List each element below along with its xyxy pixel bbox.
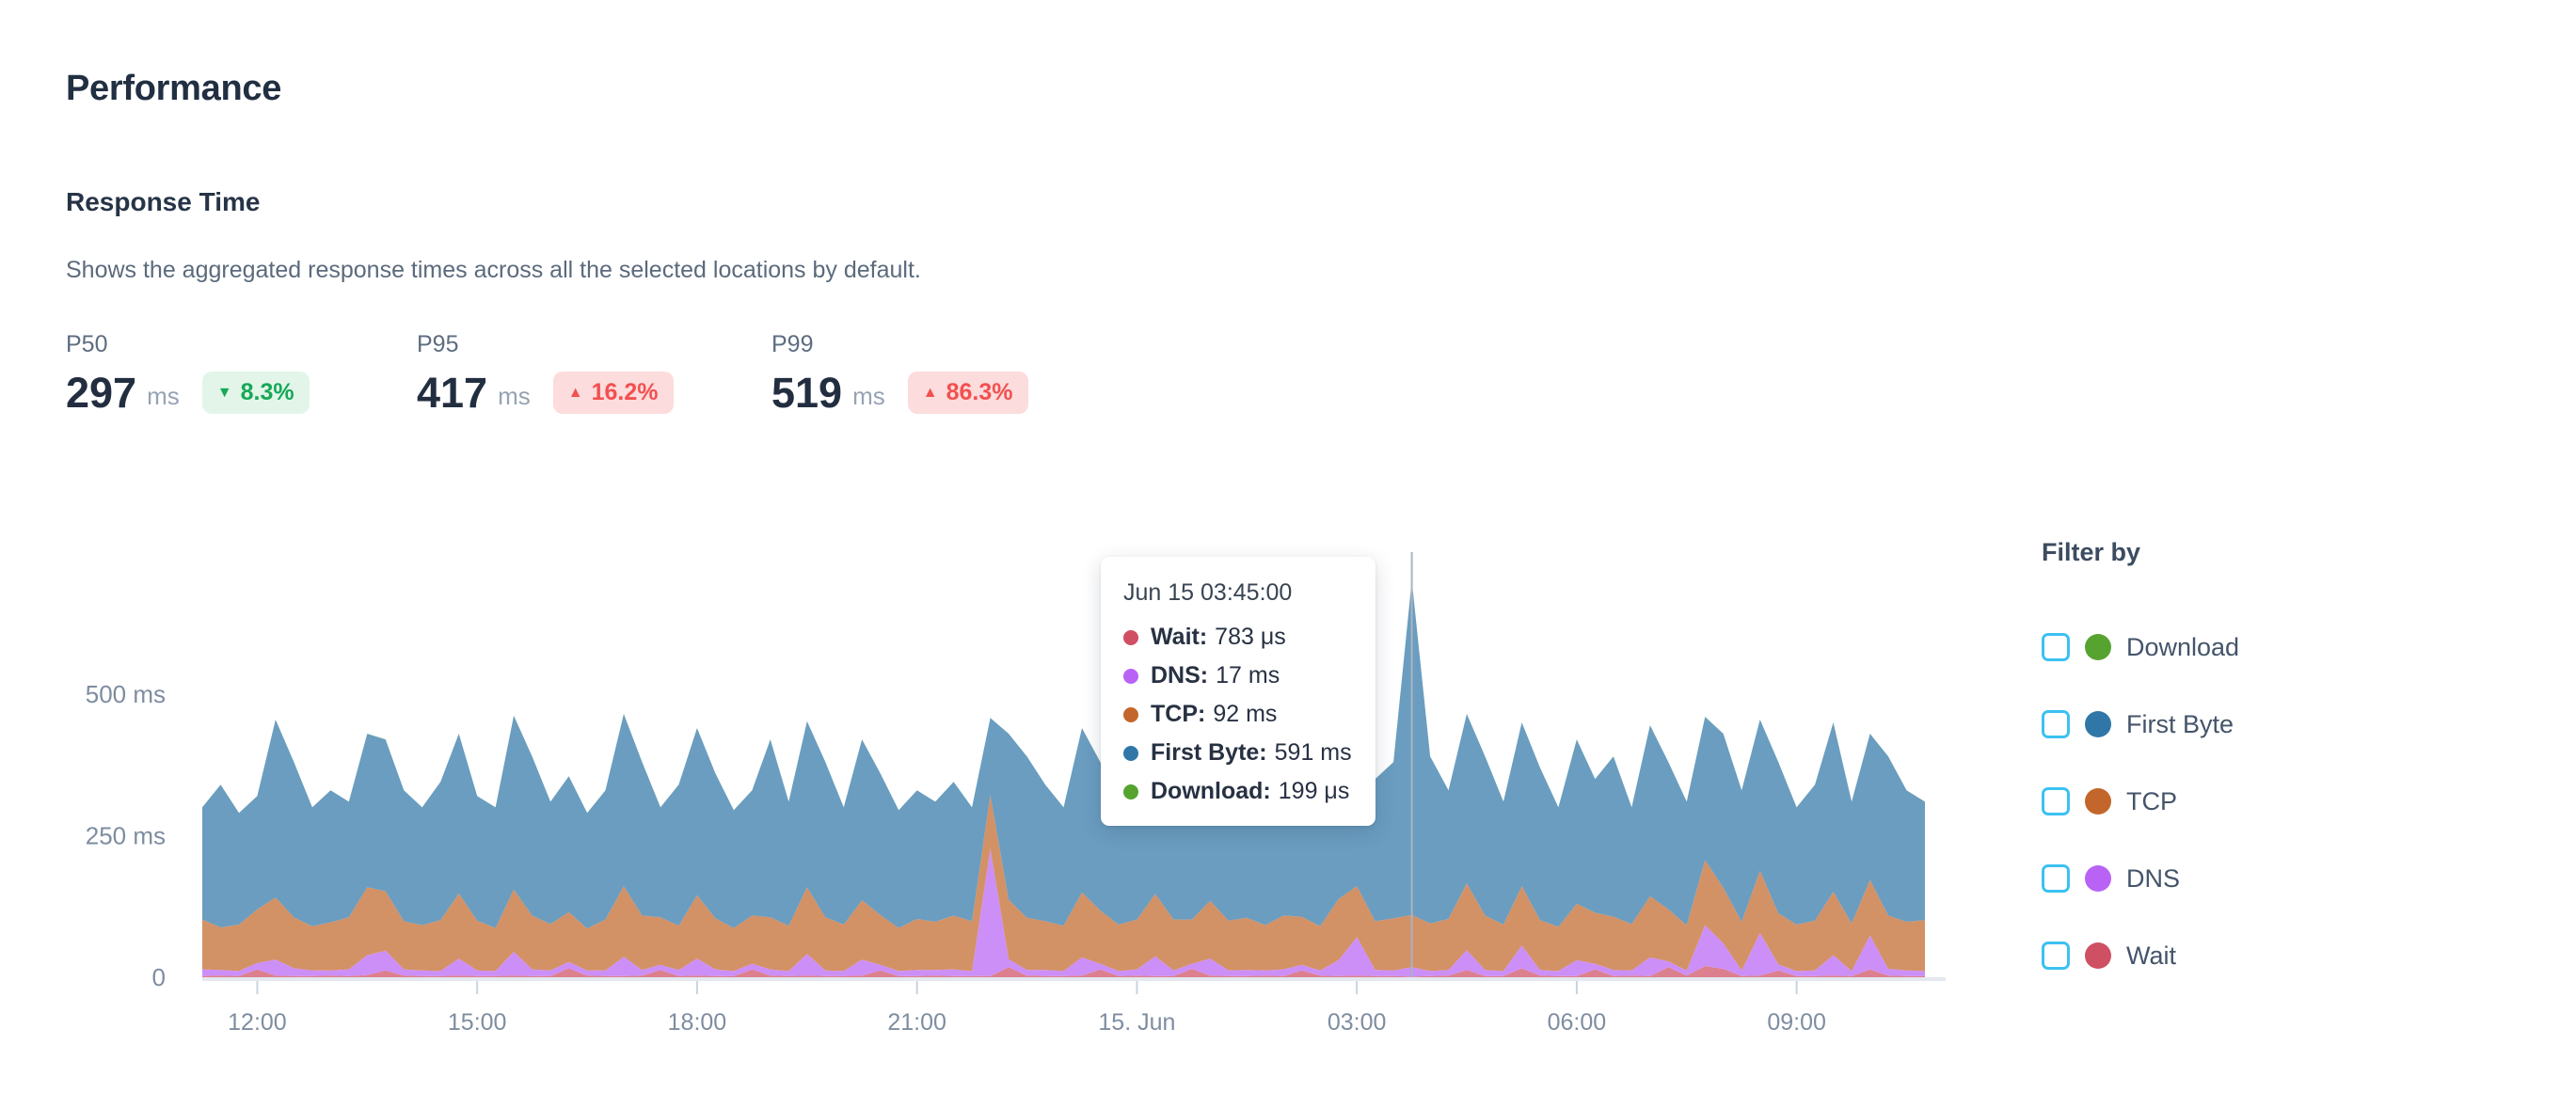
metric-p99: P99 519 ms ▲ 86.3% bbox=[771, 331, 1028, 414]
response-time-chart[interactable]: 12:00 15:00 18:00 21:00 15. Jun 03:00 06:00 09:… bbox=[0, 508, 2070, 1108]
series-dot-icon bbox=[1123, 706, 1138, 722]
tooltip-series-label: Wait: bbox=[1151, 624, 1208, 650]
metric-unit: ms bbox=[147, 382, 180, 410]
y-axis-tick-label: 0 bbox=[152, 963, 166, 991]
filter-checkbox-dns[interactable] bbox=[2042, 864, 2070, 893]
metric-p50: P50 297 ms ▼ 8.3% bbox=[66, 331, 310, 414]
area-series-wait bbox=[202, 966, 1925, 977]
metric-label: P50 bbox=[66, 331, 108, 357]
series-dot-icon bbox=[1123, 629, 1138, 645]
filter-item-dns[interactable]: DNS bbox=[2042, 864, 2239, 893]
filter-item-tcp[interactable]: TCP bbox=[2042, 787, 2239, 815]
area-series-dns bbox=[202, 848, 1925, 977]
metric-value: 519 bbox=[771, 369, 843, 417]
chart-tooltip: Jun 15 03:45:00 Wait: 783 μs DNS: 17 ms TCP:… bbox=[1101, 557, 1375, 826]
tooltip-series-value: 17 ms bbox=[1216, 662, 1280, 689]
tooltip-series-label: TCP: bbox=[1151, 701, 1206, 727]
metric-delta-value: 8.3% bbox=[240, 379, 294, 405]
series-color-dot-icon bbox=[2085, 788, 2111, 815]
metric-label: P99 bbox=[771, 331, 814, 357]
series-color-dot-icon bbox=[2085, 634, 2111, 660]
filter-title: Filter by bbox=[2042, 538, 2141, 566]
metric-delta-badge: ▼ 8.3% bbox=[201, 372, 310, 414]
filter-item-download[interactable]: Download bbox=[2042, 633, 2239, 661]
y-axis-tick-label: 250 ms bbox=[86, 822, 166, 850]
series-dot-icon bbox=[1123, 668, 1138, 684]
series-color-dot-icon bbox=[2085, 865, 2111, 892]
page-title: Performance bbox=[66, 69, 282, 109]
metric-p95: P95 417 ms ▲ 16.2% bbox=[417, 331, 674, 414]
filter-item-wait[interactable]: Wait bbox=[2042, 942, 2239, 970]
tooltip-row: Download: 199 μs bbox=[1123, 778, 1353, 805]
x-axis-tick-label: 15. Jun bbox=[1098, 1009, 1175, 1036]
metric-delta-value: 16.2% bbox=[591, 379, 659, 405]
metric-delta-value: 86.3% bbox=[946, 379, 1013, 405]
series-dot-icon bbox=[1123, 784, 1138, 799]
filter-item-label: DNS bbox=[2126, 863, 2181, 893]
x-axis-tick-label: 09:00 bbox=[1767, 1009, 1826, 1036]
series-color-dot-icon bbox=[2085, 942, 2111, 969]
area-series-first-byte bbox=[202, 580, 1925, 929]
metric-unit: ms bbox=[498, 382, 531, 410]
filter-checkbox-wait[interactable] bbox=[2042, 942, 2070, 970]
section-description: Shows the aggregated response times acro… bbox=[66, 257, 921, 283]
tooltip-title: Jun 15 03:45:00 bbox=[1123, 579, 1293, 606]
filter-item-label: First Byte bbox=[2126, 709, 2234, 738]
tooltip-row: TCP: 92 ms bbox=[1123, 701, 1353, 728]
metric-delta-badge: ▲ 86.3% bbox=[907, 372, 1028, 414]
metric-label: P95 bbox=[417, 331, 459, 357]
filter-item-first-byte[interactable]: First Byte bbox=[2042, 710, 2239, 738]
metric-delta-badge: ▲ 16.2% bbox=[552, 372, 674, 414]
tooltip-row: Wait: 783 μs bbox=[1123, 624, 1353, 651]
metric-value: 417 bbox=[417, 369, 488, 417]
filter-panel: Filter by Download First Byte TCP DNS Wait bbox=[2042, 538, 2239, 1019]
filter-checkbox-first-byte[interactable] bbox=[2042, 710, 2070, 738]
x-axis-tick-label: 15:00 bbox=[448, 1009, 507, 1036]
tooltip-series-value: 92 ms bbox=[1213, 701, 1278, 727]
x-axis-tick-label: 18:00 bbox=[668, 1009, 727, 1036]
trend-up-icon: ▲ bbox=[567, 384, 583, 401]
filter-checkbox-download[interactable] bbox=[2042, 633, 2070, 661]
x-axis-tick-label: 03:00 bbox=[1328, 1009, 1387, 1036]
trend-up-icon: ▲ bbox=[922, 384, 938, 401]
series-color-dot-icon bbox=[2085, 711, 2111, 737]
tooltip-series-value: 199 μs bbox=[1278, 778, 1350, 804]
tooltip-series-label: DNS: bbox=[1151, 662, 1209, 689]
metric-value: 297 bbox=[66, 369, 137, 417]
series-dot-icon bbox=[1123, 745, 1138, 761]
x-axis-tick-label: 12:00 bbox=[228, 1009, 287, 1036]
filter-item-label: TCP bbox=[2126, 786, 2177, 815]
tooltip-series-value: 783 μs bbox=[1215, 624, 1286, 650]
chart-plot-area[interactable] bbox=[202, 527, 1925, 977]
x-axis-tick-label: 21:00 bbox=[887, 1009, 946, 1036]
section-title: Response Time bbox=[66, 187, 261, 217]
tooltip-series-value: 591 ms bbox=[1274, 739, 1352, 766]
filter-checkbox-tcp[interactable] bbox=[2042, 787, 2070, 815]
tooltip-series-label: Download: bbox=[1151, 778, 1271, 804]
tooltip-row: First Byte: 591 ms bbox=[1123, 739, 1353, 767]
y-axis-tick-label: 500 ms bbox=[86, 680, 166, 708]
tooltip-series-label: First Byte: bbox=[1151, 739, 1267, 766]
filter-item-label: Download bbox=[2126, 632, 2240, 661]
x-axis-tick-label: 06:00 bbox=[1548, 1009, 1607, 1036]
trend-down-icon: ▼ bbox=[216, 384, 232, 401]
filter-item-label: Wait bbox=[2126, 941, 2176, 970]
area-series-tcp bbox=[202, 795, 1925, 972]
tooltip-row: DNS: 17 ms bbox=[1123, 662, 1353, 689]
metric-unit: ms bbox=[852, 382, 885, 410]
